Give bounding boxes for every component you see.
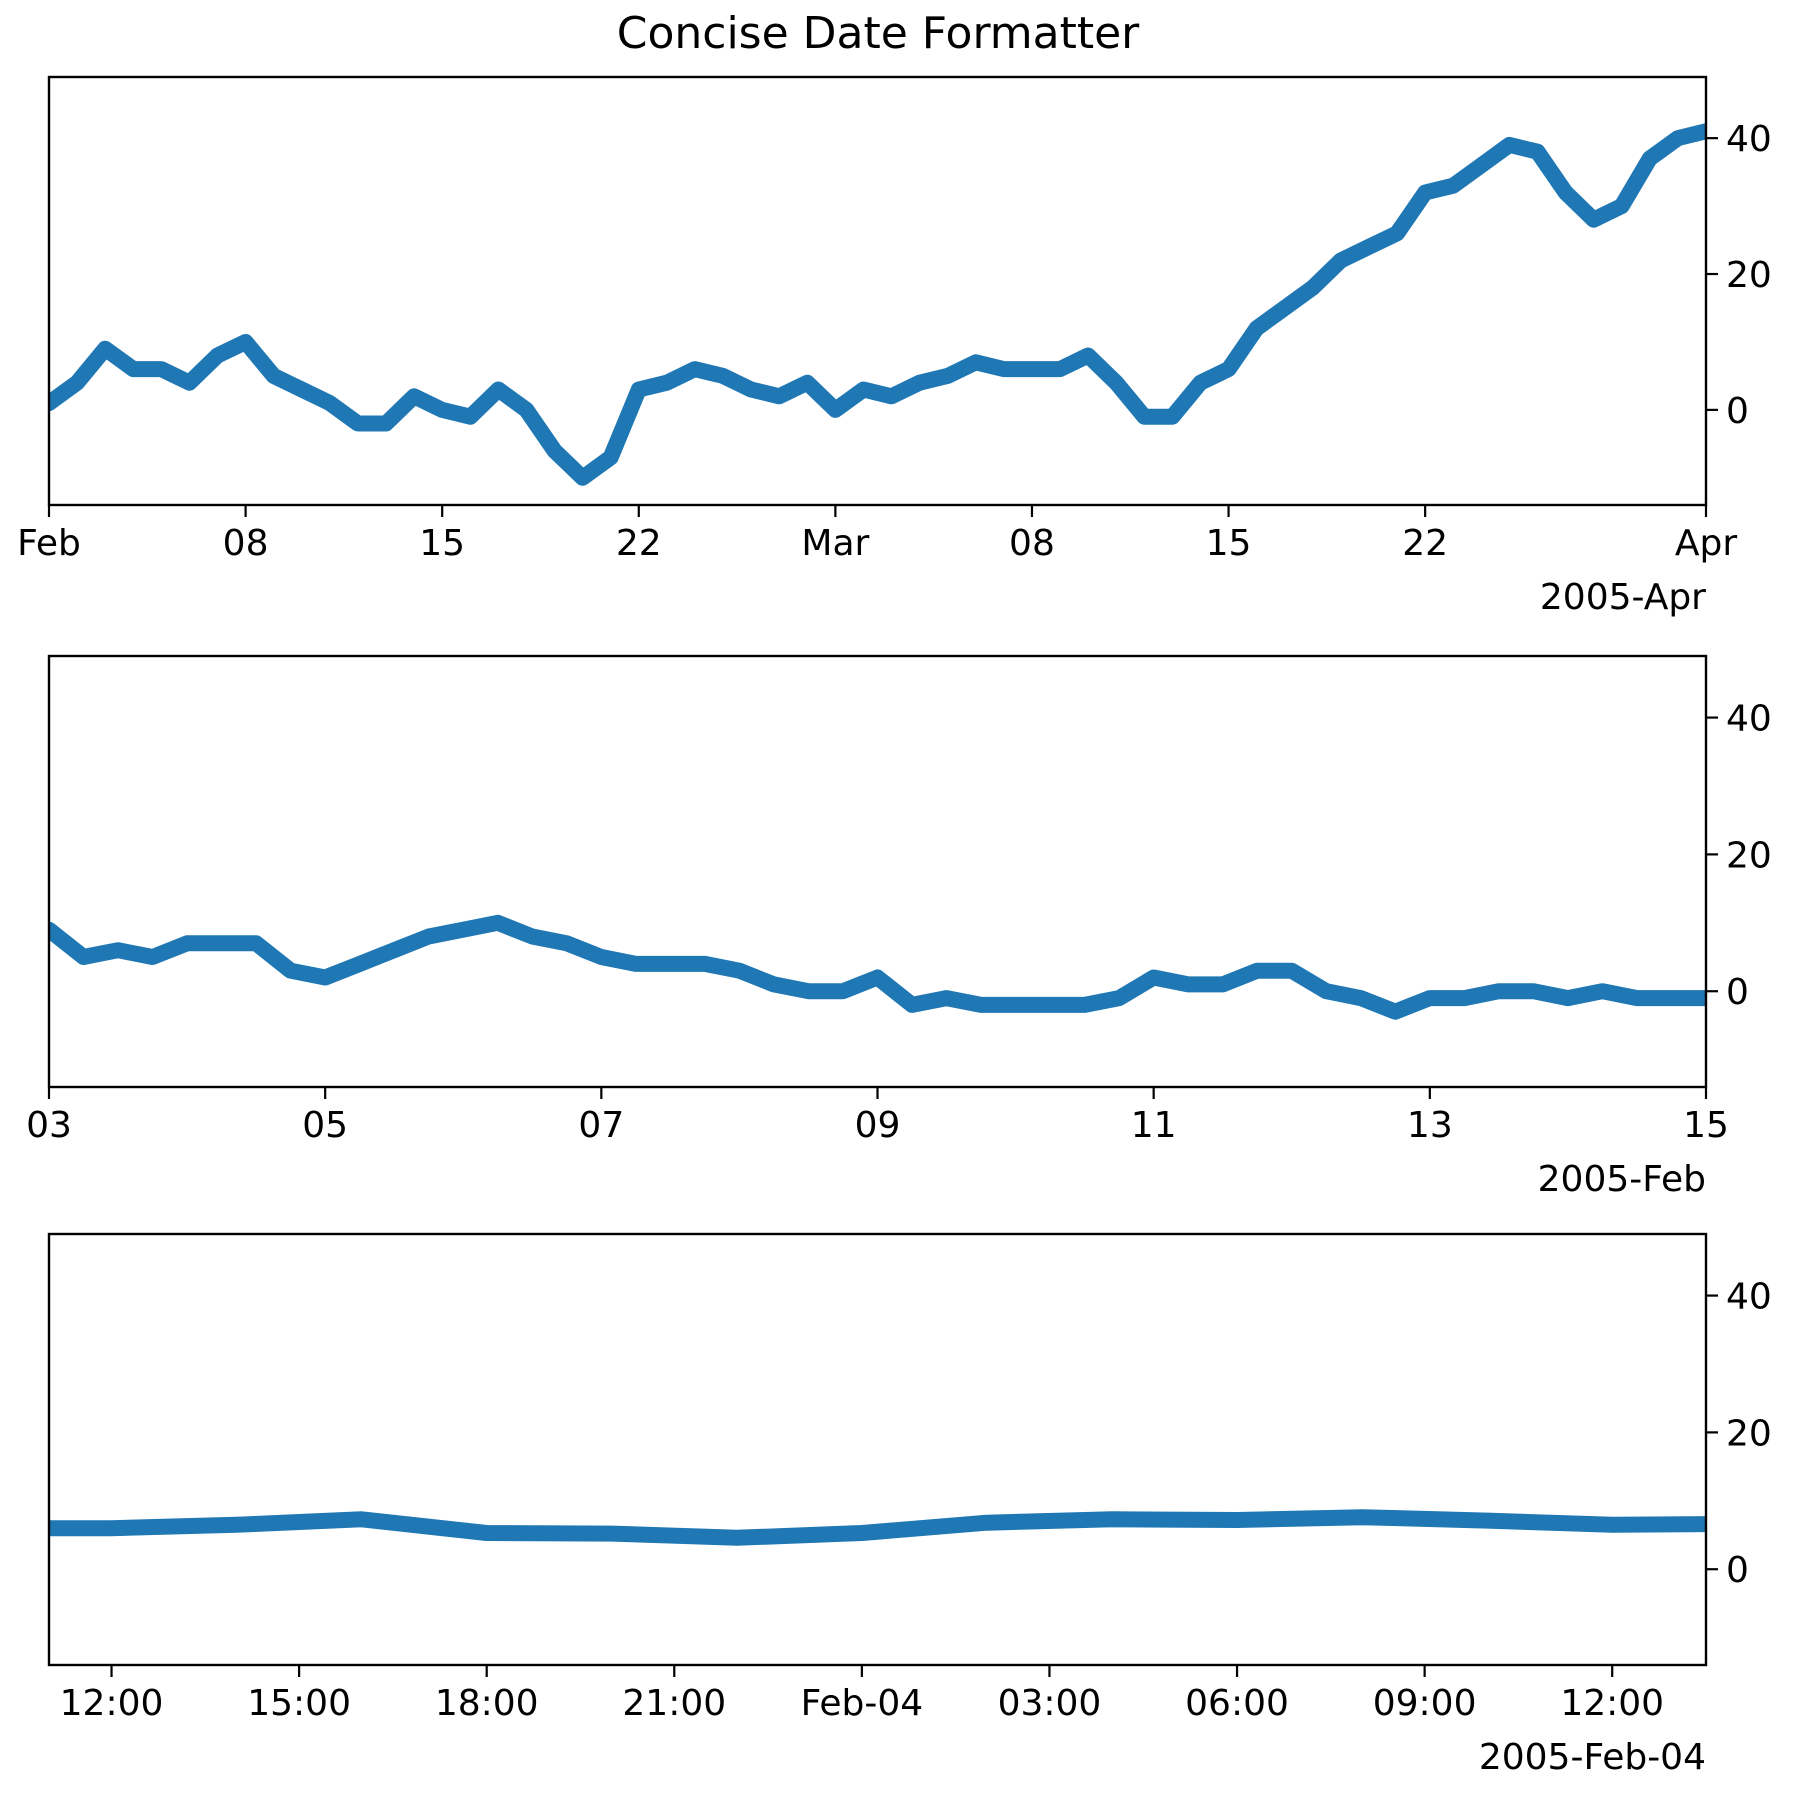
x-tick-label: 08 [223, 523, 269, 564]
x-tick-label: 09:00 [1373, 1683, 1477, 1724]
x-tick-label: 15 [419, 523, 465, 564]
x-tick-label: 03:00 [998, 1683, 1102, 1724]
axes-frame [47, 75, 1708, 507]
x-offset-label: 2005-Apr [1540, 577, 1706, 618]
x-tick-label: Apr [1675, 523, 1737, 564]
x-tick-label: 11 [1131, 1105, 1177, 1146]
x-tick-label: Mar [801, 523, 869, 564]
y-tick-label: 0 [1726, 391, 1749, 432]
figure-title: Concise Date Formatter [617, 8, 1140, 59]
chart-panel-3: 12:00 15:00 18:00 21:00 Feb-04 03:00 06:00 09:0… [47, 1232, 1772, 1778]
y-tick-label: 20 [1726, 255, 1772, 296]
series-line-1 [49, 1509, 1706, 1546]
y-tick-label: 40 [1726, 699, 1772, 740]
chart-panel-1: Feb 08 15 22 Mar 08 15 22 Apr 0 20 40 2005-Apr [17, 75, 1772, 618]
x-tick-label: 06:00 [1185, 1683, 1289, 1724]
x-tick-label: 03 [26, 1105, 72, 1146]
series-line-1 [49, 123, 1706, 486]
x-tick-label: 12:00 [1560, 1683, 1664, 1724]
x-tick-label: 05 [302, 1105, 348, 1146]
axes-frame [47, 1232, 1708, 1667]
x-offset-label: 2005-Feb [1538, 1159, 1706, 1200]
series-line-1 [49, 914, 1706, 1020]
x-tick-label: 18:00 [435, 1683, 539, 1724]
x-tick-label: 08 [1009, 523, 1055, 564]
x-tick-label: 22 [1402, 523, 1448, 564]
x-tick-label: 21:00 [622, 1683, 726, 1724]
x-tick-label: 15 [1683, 1105, 1729, 1146]
x-tick-label: 07 [578, 1105, 624, 1146]
x-tick-label: Feb [17, 523, 81, 564]
x-tick-label: 15:00 [247, 1683, 351, 1724]
y-tick-label: 40 [1726, 1277, 1772, 1318]
y-tick-label: 20 [1726, 1413, 1772, 1454]
y-tick-label: 20 [1726, 835, 1772, 876]
x-tick-label: Feb-04 [801, 1683, 924, 1724]
x-tick-label: 09 [855, 1105, 901, 1146]
x-tick-label: 15 [1206, 523, 1252, 564]
x-tick-label: 12:00 [60, 1683, 164, 1724]
x-tick-label: 22 [616, 523, 662, 564]
y-tick-label: 0 [1726, 1550, 1749, 1591]
chart-panel-2: 03 05 07 09 11 13 15 0 20 40 2005-Feb [26, 654, 1772, 1200]
x-tick-label: 13 [1407, 1105, 1453, 1146]
y-tick-label: 0 [1726, 972, 1749, 1013]
x-offset-label: 2005-Feb-04 [1479, 1737, 1706, 1778]
y-tick-label: 40 [1726, 119, 1772, 160]
